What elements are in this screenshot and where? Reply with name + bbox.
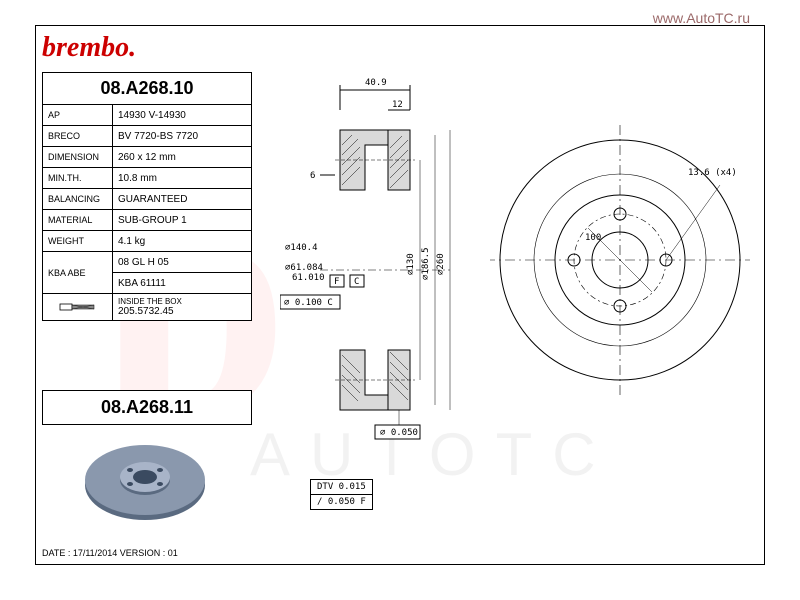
spec-material-value: SUB-GROUP 1 [113,210,252,231]
spec-minth-label: MIN.TH. [43,168,113,189]
spec-ap-value: 14930 V-14930 [113,105,252,126]
svg-text:⌀260: ⌀260 [436,253,446,275]
spec-balancing-value: GUARANTEED [113,189,252,210]
svg-text:F: F [334,277,339,287]
svg-text:12: 12 [392,100,403,110]
svg-text:61.010: 61.010 [292,273,325,283]
svg-text:40.9: 40.9 [365,78,387,88]
spec-breco-label: BRECO [43,126,113,147]
front-view-drawing: 13.6 (x4) 100 [490,110,750,410]
date-footer: DATE : 17/11/2014 VERSION : 01 [42,548,178,558]
svg-text:⌀61.084: ⌀61.084 [285,263,323,273]
svg-text:⌀ 0.050: ⌀ 0.050 [380,428,418,438]
spec-dimension-label: DIMENSION [43,147,113,168]
alt-part-number: 08.A268.11 [42,390,252,425]
brand-logo: brembo. [42,32,136,64]
spec-kba-value1: 08 GL H 05 [113,252,252,273]
svg-text:⌀140.4: ⌀140.4 [285,243,318,253]
bolt-icon [43,294,113,321]
svg-text:6: 6 [310,171,315,181]
dtv-tolerance-box: DTV 0.015 / 0.050 F [310,480,373,510]
svg-text:100: 100 [585,233,601,243]
svg-text:⌀186.5: ⌀186.5 [421,247,431,280]
spec-balancing-label: BALANCING [43,189,113,210]
svg-text:13.6 (x4): 13.6 (x4) [688,168,737,178]
svg-text:C: C [354,277,359,287]
spec-minth-value: 10.8 mm [113,168,252,189]
spec-kba-value2: KBA 61111 [113,273,252,294]
spec-material-label: MATERIAL [43,210,113,231]
part-number: 08.A268.10 [43,73,252,105]
spec-breco-value: BV 7720-BS 7720 [113,126,252,147]
url-watermark: www.AutoTC.ru [653,10,750,26]
disc-preview-icon [75,435,215,535]
svg-text:⌀130: ⌀130 [406,253,416,275]
spec-insidebox-value: INSIDE THE BOX 205.5732.45 [113,294,252,321]
spec-weight-label: WEIGHT [43,231,113,252]
spec-table: 08.A268.10 AP14930 V-14930 BRECOBV 7720-… [42,72,252,321]
side-section-drawing: 40.9 12 6 [280,70,460,470]
spec-ap-label: AP [43,105,113,126]
spec-dimension-value: 260 x 12 mm [113,147,252,168]
spec-weight-value: 4.1 kg [113,231,252,252]
svg-text:⌀ 0.100 C: ⌀ 0.100 C [284,298,333,308]
spec-kba-label: KBA ABE [43,252,113,294]
